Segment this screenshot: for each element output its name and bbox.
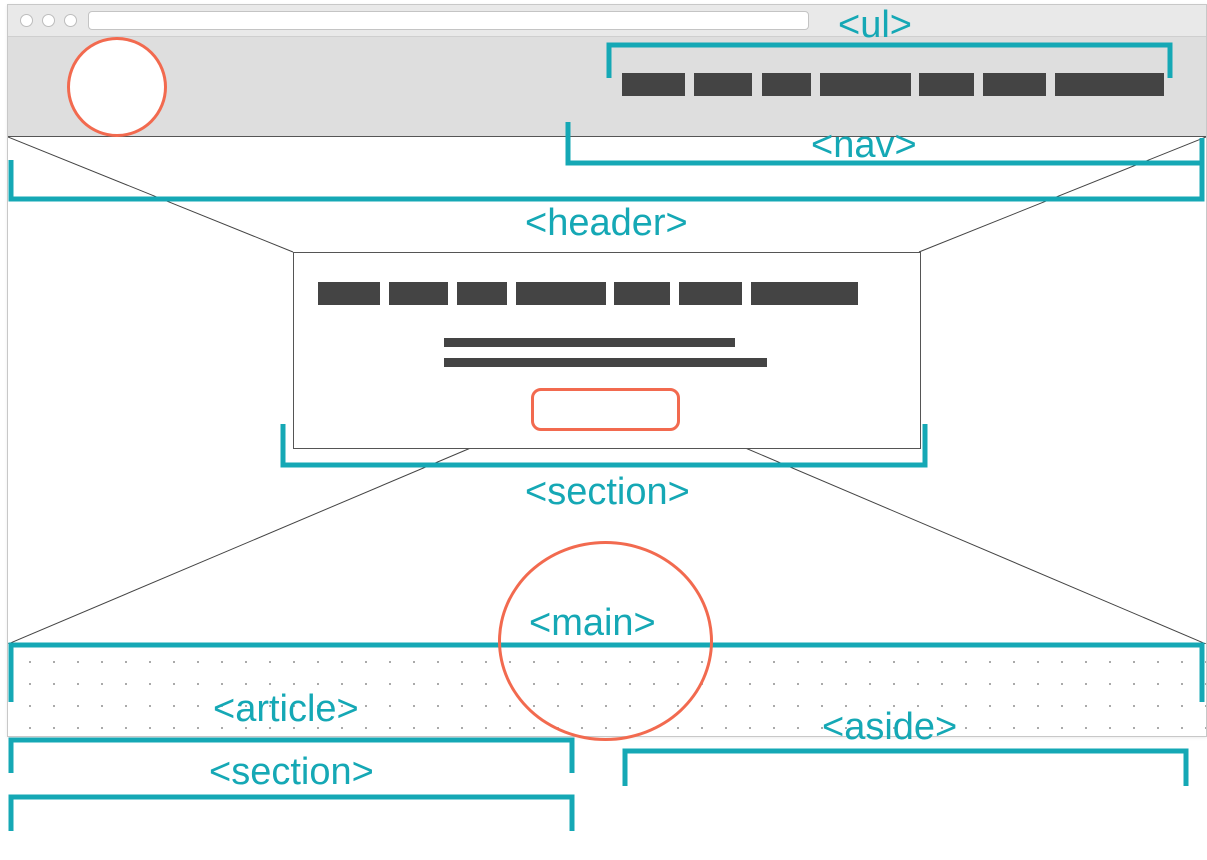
section-bottom-bracket xyxy=(8,794,575,831)
article-label: <article> xyxy=(213,688,359,730)
section-hero-bracket xyxy=(280,424,928,468)
hero-image-placeholder xyxy=(8,137,1206,644)
nav-bracket xyxy=(565,122,1205,166)
window-minimize-dot[interactable] xyxy=(42,14,55,27)
hero-content-box xyxy=(293,252,921,449)
header-label: <header> xyxy=(525,202,688,244)
aside-bracket xyxy=(622,748,1189,786)
heading-word-placeholder xyxy=(389,282,448,305)
section-bottom-label: <section> xyxy=(209,751,374,793)
heading-word-placeholder xyxy=(614,282,670,305)
header-bracket xyxy=(8,160,1205,202)
logo-placeholder[interactable] xyxy=(67,37,167,137)
main-label: <main> xyxy=(529,602,656,644)
nav-item-placeholder[interactable] xyxy=(694,73,752,96)
heading-word-placeholder xyxy=(457,282,507,305)
nav-item-placeholder[interactable] xyxy=(820,73,911,96)
ul-bracket xyxy=(606,42,1173,78)
text-line-placeholder xyxy=(444,338,735,347)
article-bracket xyxy=(8,737,575,773)
heading-word-placeholder xyxy=(679,282,742,305)
nav-item-placeholder[interactable] xyxy=(919,73,974,96)
window-close-dot[interactable] xyxy=(20,14,33,27)
ul-label: <ul> xyxy=(838,4,912,46)
nav-label: <nav> xyxy=(811,124,917,166)
heading-word-placeholder xyxy=(751,282,858,305)
nav-item-placeholder[interactable] xyxy=(983,73,1046,96)
image-placeholder-cross xyxy=(8,137,1206,644)
aside-label: <aside> xyxy=(822,706,958,748)
heading-word-placeholder xyxy=(516,282,606,305)
heading-word-placeholder xyxy=(318,282,380,305)
window-zoom-dot[interactable] xyxy=(64,14,77,27)
browser-titlebar xyxy=(8,5,1206,37)
address-bar[interactable] xyxy=(88,11,809,30)
main-highlight-circle xyxy=(498,541,713,741)
nav-item-placeholder[interactable] xyxy=(762,73,811,96)
site-header-wireframe xyxy=(8,37,1206,137)
nav-item-placeholder[interactable] xyxy=(1055,73,1164,96)
nav-item-placeholder[interactable] xyxy=(622,73,685,96)
section-hero-label: <section> xyxy=(525,471,690,513)
cta-button-placeholder[interactable] xyxy=(531,388,680,431)
text-line-placeholder xyxy=(444,358,767,367)
